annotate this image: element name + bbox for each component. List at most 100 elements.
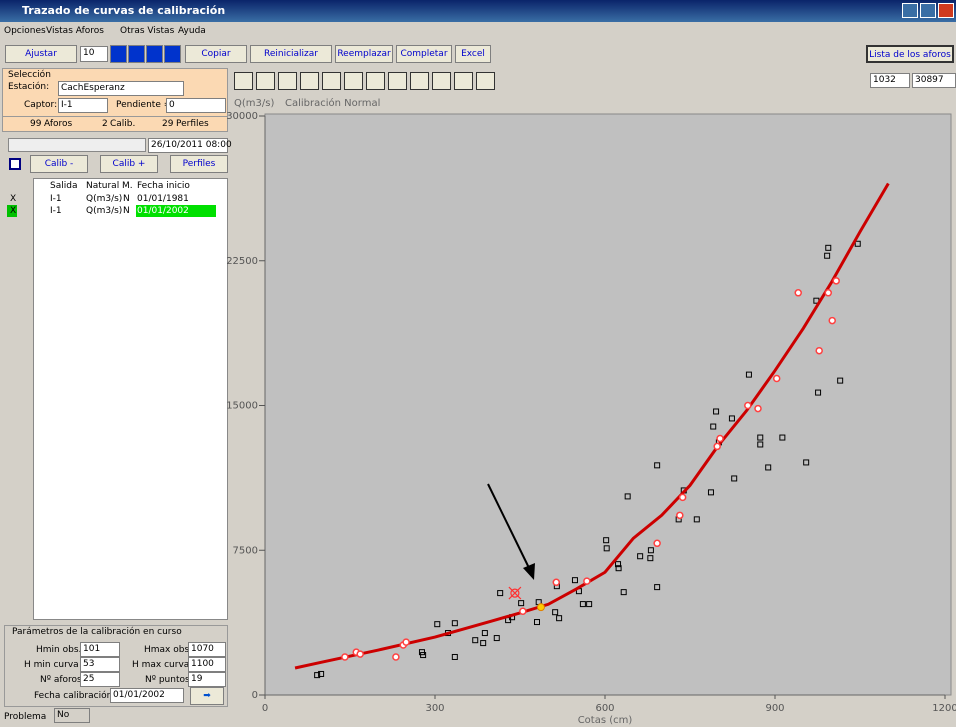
tool-icon[interactable] <box>234 72 253 90</box>
aforo-point <box>745 371 752 378</box>
calib-point <box>678 493 687 502</box>
tool-icon[interactable] <box>476 72 495 90</box>
excel-button[interactable]: Excel <box>455 45 491 63</box>
close-button[interactable] <box>938 3 954 18</box>
annotation-arrow <box>487 483 531 571</box>
aforos-label: Aforos <box>44 119 73 129</box>
aforo-point <box>779 434 786 441</box>
calib-count: 2 <box>102 119 108 129</box>
calib-minus-button[interactable]: Calib - <box>30 155 88 173</box>
completar-button[interactable]: Completar <box>396 45 452 63</box>
estacion-select[interactable]: CachEsperanz <box>58 81 184 96</box>
menu-item[interactable]: Vistas Aforos <box>46 26 104 36</box>
aforo-point <box>647 547 654 554</box>
aforo-point <box>713 408 720 415</box>
calib-point <box>744 401 752 410</box>
aforo-point <box>707 489 714 496</box>
tool-icon[interactable] <box>278 72 297 90</box>
min-button[interactable] <box>902 3 918 18</box>
tool-icon[interactable] <box>366 72 385 90</box>
reinicializar-button[interactable]: Reinicializar <box>250 45 332 63</box>
calib-point <box>402 638 410 646</box>
arrow-head <box>523 563 535 580</box>
calib-plus-button[interactable]: Calib + <box>100 155 158 173</box>
perfiles-button[interactable]: Perfiles <box>170 155 228 173</box>
aforo-point <box>825 244 832 251</box>
captor-select[interactable]: I-1 <box>58 98 108 113</box>
param-field: 19 <box>188 672 226 687</box>
calibration-curve <box>294 182 890 670</box>
aforo-point <box>534 619 540 626</box>
excluded-point <box>508 586 522 600</box>
tool-icon[interactable] <box>344 72 363 90</box>
menu-item[interactable]: Otras Vistas <box>120 26 175 36</box>
arrow-button[interactable] <box>110 45 127 63</box>
param-field: 101 <box>80 642 120 657</box>
param-label: Nº aforos <box>40 675 82 685</box>
aforo-point <box>571 577 578 584</box>
aforo-point <box>493 635 500 642</box>
aforo-point <box>451 653 458 660</box>
aforo-point <box>434 621 441 628</box>
aforo-point <box>647 555 654 562</box>
row-gutter-green <box>7 205 17 217</box>
aforo-point <box>603 545 610 552</box>
tool-icon[interactable] <box>300 72 319 90</box>
cell: N <box>123 194 130 204</box>
row-check[interactable]: X <box>10 194 17 204</box>
aforo-point <box>615 565 622 572</box>
params-panel <box>4 625 228 707</box>
param-label: H max curva <box>132 660 190 670</box>
table-area <box>6 178 228 620</box>
step-select[interactable]: 10 <box>80 46 108 62</box>
ajustar-button[interactable]: Ajustar <box>5 45 77 63</box>
aforo-point <box>314 672 321 679</box>
aforo-point <box>731 475 738 482</box>
max-button[interactable] <box>920 3 936 18</box>
cell: N <box>123 206 130 216</box>
aforo-point <box>472 637 479 644</box>
checkbox[interactable] <box>9 158 21 170</box>
tool-icon[interactable] <box>410 72 429 90</box>
menu-item[interactable]: Opciones <box>4 26 46 36</box>
row-check[interactable]: X <box>10 206 17 216</box>
x-axis-label: Cotas (cm) <box>578 715 633 726</box>
calib-point <box>713 442 721 451</box>
calib-point <box>552 578 561 587</box>
menu-item[interactable]: Ayuda <box>178 26 206 36</box>
cell: 01/01/2002 <box>137 206 189 216</box>
scrollbar[interactable] <box>8 138 146 152</box>
table-header: M. <box>122 181 133 191</box>
x-tick-label: 600 <box>595 703 614 714</box>
aforo-point <box>552 609 559 616</box>
arrow-button[interactable] <box>128 45 145 63</box>
aforo-point <box>837 377 844 384</box>
date-field: 26/10/2011 08:00 <box>148 138 232 153</box>
aforo-point <box>620 589 627 596</box>
param-label: Nº puntos <box>145 675 190 685</box>
aforo-point <box>757 441 764 448</box>
tool-icon[interactable] <box>432 72 451 90</box>
tool-icon[interactable] <box>322 72 341 90</box>
arrow-button[interactable] <box>164 45 181 63</box>
title-bar <box>0 0 956 22</box>
aforo-point <box>318 670 325 677</box>
tool-icon[interactable] <box>388 72 407 90</box>
go-button[interactable]: ➡ <box>190 687 224 705</box>
aforo-point <box>693 516 700 523</box>
pendiente-input[interactable]: 0 <box>166 98 226 113</box>
tool-icon[interactable] <box>454 72 473 90</box>
x-tick-label: 900 <box>765 703 784 714</box>
copiar-button[interactable]: Copiar <box>185 45 247 63</box>
arrow-button[interactable] <box>146 45 163 63</box>
tool-icon[interactable] <box>256 72 275 90</box>
aforo-point <box>765 464 772 471</box>
aforo-point <box>556 615 563 622</box>
table-gutter <box>6 178 34 620</box>
perfiles-label: Perfiles <box>176 119 209 129</box>
reemplazar-button[interactable]: Reemplazar <box>335 45 393 63</box>
aforo-point <box>624 493 631 500</box>
lista-button[interactable]: Lista de los aforos <box>866 45 954 63</box>
aforo-point <box>654 462 661 469</box>
plot-background <box>264 113 952 696</box>
